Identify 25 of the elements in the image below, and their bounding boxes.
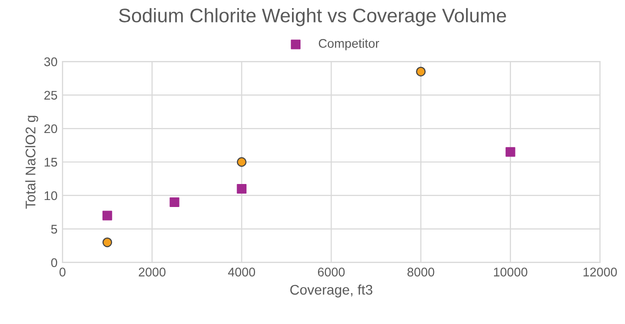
y-tick-label: 5 [51,224,58,234]
x-tick-label: 0 [60,268,66,276]
point [102,210,112,220]
x-tick-label: 10000 [494,268,528,276]
x-tick-label: 8000 [407,268,434,276]
y-tick-label: 15 [44,158,58,167]
y-tick-label: 30 [44,57,58,66]
point [416,66,426,76]
chart-title: Sodium Chlorite Weight vs Coverage Volume [119,8,506,26]
y-tick-label: 10 [44,191,58,200]
point [236,157,247,167]
y-axis-title: Total NaClO2 g [25,116,38,209]
y-tick-label: 25 [44,90,58,100]
y-tick-label: 0 [51,258,58,268]
legend-label: Competitor [318,38,380,50]
x-tick-label: 4000 [228,268,256,276]
point [236,184,247,194]
point [102,238,112,248]
x-tick-label: 12000 [584,268,617,276]
point [170,197,180,208]
x-tick-label: 6000 [318,268,345,276]
x-tick-label: 2000 [138,268,166,276]
x-axis-title: Coverage, ft3 [290,284,372,298]
y-tick-label: 20 [44,124,58,134]
point [506,147,516,157]
